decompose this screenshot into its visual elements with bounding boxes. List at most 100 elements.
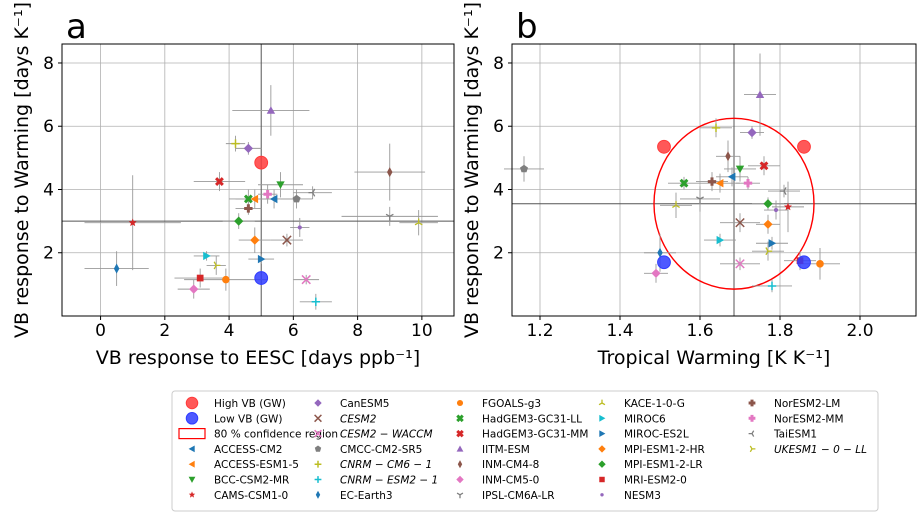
point-inm-cm4-8 <box>387 167 393 178</box>
point-bcc-csm2-mr <box>735 165 745 174</box>
x-axis-label: Tropical Warming [K K⁻¹] <box>597 347 831 369</box>
legend-marker-mri-esm2-0 <box>599 476 605 483</box>
point-noresm2-lm <box>244 204 253 213</box>
legend-marker-taiesm1 <box>748 430 755 437</box>
legend-label-noresm2-lm: NorESM2-LM <box>774 398 840 410</box>
highlight-high-vb-gw-0 <box>254 155 269 170</box>
legend-label-taiesm1: TaiESM1 <box>773 429 817 441</box>
legend-marker-fgoals-g3 <box>456 399 464 407</box>
tick-label-x: 1.4 <box>606 321 633 341</box>
point-nesm3 <box>773 207 779 213</box>
legend-marker-kace-1-0-g <box>598 399 606 406</box>
legend-marker-ec-earth3 <box>315 490 321 499</box>
tick-label-y: 6 <box>43 117 54 137</box>
point-access-cm2 <box>727 172 736 181</box>
legend-label-iitm-esm: IITM-ESM <box>482 444 530 456</box>
point-hadgem3-gc31-mm <box>759 161 769 171</box>
tick-label-x: 0 <box>95 321 106 341</box>
point-mpi-esm1-2-lr <box>234 216 244 226</box>
legend: High VB (GW) Low VB (GW) 80 % confidence r… <box>171 390 879 512</box>
point-cmcc-cm2-sr5 <box>520 164 528 173</box>
panel-label: b <box>516 7 538 47</box>
tick-label-y: 2 <box>43 244 54 264</box>
point-cmcc-cm2-sr5 <box>292 194 301 203</box>
point-ukesm1-0-ll <box>765 247 773 256</box>
legend-label-miroc-es2l: MIROC-ES2L <box>624 429 689 441</box>
point-canesm5 <box>747 127 757 138</box>
legend-marker-cams-csm1-0 <box>188 491 196 498</box>
panel-b: 1.2 1.4 1.6 1.8 2.0 2 4 6 8 Tropical Warming [K K… <box>461 2 917 369</box>
point-miroc6 <box>203 251 211 261</box>
legend-marker-inm-cm4-8 <box>457 460 463 469</box>
tick-label-x: 2 <box>159 321 170 341</box>
tick-label-y: 4 <box>43 180 54 200</box>
legend-label-cams-csm1-0: CAMS-CSM1-0 <box>214 490 288 502</box>
point-cams-csm1-0 <box>128 218 137 227</box>
highlight-low-vb-gw-2 <box>657 255 671 270</box>
point-cesm2 <box>735 217 745 228</box>
point-mpi-esm1-2-lr <box>763 199 773 209</box>
point-nesm3 <box>297 225 302 230</box>
point-hadgem3-gc31-ll <box>243 194 253 204</box>
legend-marker-bcc-csm2-mr <box>188 476 196 483</box>
legend-label-cesm2: CESM2 <box>340 413 377 425</box>
point-ec-earth3 <box>657 247 663 258</box>
legend-label-inm-cm4-8: INM-CM4-8 <box>482 459 539 471</box>
point-mri-esm2-0 <box>196 274 204 282</box>
point-access-esm1-5 <box>715 179 724 188</box>
legend-marker-cmcc-cm2-sr5 <box>314 445 322 452</box>
legend-marker-canesm5 <box>314 399 322 407</box>
tick-label-y: 6 <box>493 117 504 137</box>
point-inm-cm5-0 <box>651 268 661 278</box>
legend-label-cesm2-waccm: CESM2 − WACCM <box>340 429 433 441</box>
tick-label-y: 8 <box>43 54 54 74</box>
point-cams-csm1-0 <box>784 202 792 211</box>
point-ipsl-cm6a-lr <box>696 196 704 204</box>
legend-label-mpi-esm1-2-lr: MPI-ESM1-2-LR <box>624 459 703 471</box>
legend-marker-noresm2-lm <box>748 399 756 407</box>
point-ec-earth3 <box>113 263 120 274</box>
legend-label-mpi-esm1-2-hr: MPI-ESM1-2-HR <box>624 444 705 456</box>
tick-label-x: 10 <box>411 321 433 341</box>
point-cesm2-waccm <box>301 274 311 285</box>
point-cnrm-cm6-1 <box>711 123 721 133</box>
confidence-ellipse <box>653 117 815 290</box>
point-miroc6 <box>716 235 725 245</box>
point-iitm-esm <box>755 90 765 98</box>
point-inm-cm5-0 <box>189 284 199 294</box>
point-cesm2 <box>282 235 292 245</box>
legend-marker-mpi-esm1-2-hr <box>598 445 606 453</box>
legend-marker-low-vb-gw <box>185 412 199 425</box>
tick-label-y: 4 <box>493 180 504 200</box>
legend-marker-hadgem3-gc31-ll <box>456 414 464 423</box>
point-inm-cm4-8 <box>725 151 731 162</box>
legend-marker-nesm3 <box>600 493 604 497</box>
point-mpi-esm1-2-hr <box>250 235 260 245</box>
legend-label-ukesm1-0-ll: UKESM1 − 0 − LL <box>774 444 867 456</box>
point-access-cm2 <box>269 194 278 204</box>
legend-label-high-vb-gw: High VB (GW) <box>214 398 286 410</box>
legend-label-noresm2-mm: NorESM2-MM <box>774 413 844 425</box>
legend-label-inm-cm5-0: INM-CM5-0 <box>482 475 539 487</box>
highlight-high-vb-gw-0 <box>657 139 671 154</box>
point-noresm2-mm <box>263 190 272 199</box>
point-hadgem3-gc31-mm <box>215 177 224 187</box>
point-iitm-esm <box>266 106 276 114</box>
legend-marker-inm-cm5-0 <box>456 475 464 484</box>
legend-marker-80-confidence-region <box>178 428 206 440</box>
y-axis-label: VB response to Warming [days K⁻¹] <box>461 2 483 338</box>
point-noresm2-lm <box>707 177 717 186</box>
tick-label-x: 1.2 <box>526 321 553 341</box>
plot-frame <box>511 43 917 317</box>
point-cesm2-waccm <box>735 259 745 269</box>
tick-label-x: 4 <box>224 321 235 341</box>
legend-marker-noresm2-mm <box>748 414 756 422</box>
legend-marker-hadgem3-gc31-mm <box>456 429 464 438</box>
point-cnrm-cm6-1 <box>231 139 240 148</box>
point-canesm5 <box>243 143 253 153</box>
legend-marker-mpi-esm1-2-lr <box>598 460 606 468</box>
legend-marker-cesm2 <box>314 414 322 423</box>
point-taiesm1 <box>308 188 316 197</box>
legend-marker-ipsl-cm6a-lr <box>456 492 464 499</box>
highlight-low-vb-gw-3 <box>797 255 811 270</box>
